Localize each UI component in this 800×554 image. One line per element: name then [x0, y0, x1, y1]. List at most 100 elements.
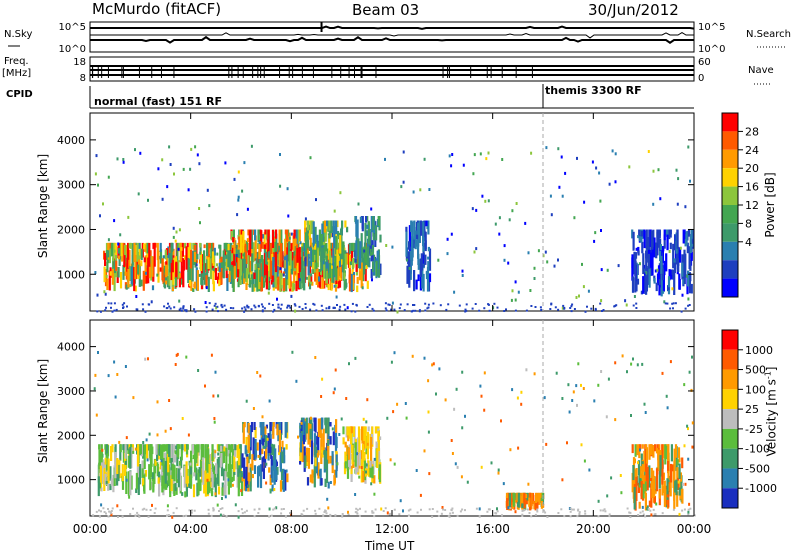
power-echo	[218, 279, 221, 287]
power-echo	[124, 245, 127, 268]
power-echo	[417, 238, 420, 259]
power-echo	[296, 248, 299, 263]
power-echo	[643, 229, 646, 239]
velocity-echo	[164, 460, 167, 484]
power-ground-scatter	[325, 307, 328, 310]
power-scatter-echo	[122, 160, 125, 164]
velocity-ground-scatter	[207, 512, 210, 515]
power-echo	[660, 285, 663, 297]
power-echo	[406, 265, 409, 284]
y-tick-label: 4000	[57, 134, 85, 147]
velocity-scatter-echo	[354, 493, 357, 496]
power-scatter-echo	[656, 268, 659, 272]
velocity-echo	[220, 445, 223, 452]
power-scatter-echo	[593, 239, 596, 243]
power-echo	[645, 229, 648, 250]
velocity-echo	[202, 444, 205, 460]
velocity-ground-scatter	[661, 512, 664, 515]
power-ground-scatter	[220, 303, 223, 306]
velocity-echo	[222, 451, 226, 463]
power-scatter-echo	[450, 164, 453, 168]
velocity-echo	[100, 450, 103, 463]
velocity-ground-scatter	[284, 515, 287, 518]
velocity-echo	[208, 463, 211, 482]
velocity-ground-scatter	[689, 507, 692, 510]
velocity-echo	[306, 454, 309, 466]
power-echo	[202, 265, 205, 277]
power-colorbar-swatch	[722, 168, 738, 187]
power-scatter-echo	[687, 297, 690, 301]
velocity-scatter-echo	[683, 383, 686, 387]
power-scatter-echo	[102, 202, 104, 206]
x-tick-label: 16:00	[475, 522, 510, 536]
velocity-scatter-echo	[456, 465, 459, 469]
power-ground-scatter	[309, 308, 312, 311]
velocity-echo	[369, 460, 372, 473]
velocity-ground-scatter	[218, 510, 220, 512]
velocity-echo	[207, 481, 210, 495]
velocity-echo	[205, 448, 208, 470]
frequency-panel-right-tick-top: 60	[698, 57, 711, 68]
power-ground-scatter	[247, 306, 250, 308]
power-echo	[323, 220, 326, 233]
power-scatter-echo	[481, 194, 484, 198]
power-echo	[286, 229, 289, 242]
power-scatter-echo	[266, 261, 269, 265]
velocity-echo	[335, 436, 338, 449]
velocity-ground-scatter	[306, 507, 309, 510]
power-echo	[682, 229, 685, 244]
power-ground-scatter	[243, 310, 246, 313]
power-echo	[661, 246, 664, 263]
power-echo	[320, 260, 323, 271]
velocity-echo	[170, 455, 173, 476]
velocity-scatter-echo	[386, 511, 389, 515]
velocity-echo	[661, 444, 664, 466]
velocity-ground-scatter	[578, 513, 581, 515]
velocity-ground-scatter	[147, 515, 150, 518]
power-scatter-echo	[205, 286, 208, 290]
power-scatter-echo	[644, 276, 647, 280]
velocity-ground-scatter	[132, 507, 134, 510]
velocity-echo	[98, 444, 101, 470]
velocity-scatter-echo	[169, 427, 172, 431]
power-scatter-echo	[668, 250, 671, 253]
velocity-echo	[110, 478, 113, 486]
power-echo	[316, 267, 319, 285]
power-scatter-echo	[233, 177, 236, 181]
velocity-scatter-echo	[665, 394, 668, 398]
velocity-scatter-echo	[268, 399, 271, 403]
velocity-scatter-echo	[393, 462, 396, 466]
velocity-ground-scatter	[245, 509, 248, 512]
power-echo	[272, 257, 275, 281]
power-echo	[218, 262, 221, 272]
velocity-scatter-echo	[661, 371, 664, 375]
power-echo	[122, 264, 125, 280]
power-echo	[146, 242, 149, 254]
velocity-echo	[272, 459, 275, 471]
velocity-echo	[650, 476, 654, 489]
power-echo	[295, 229, 298, 244]
power-ground-scatter	[244, 308, 247, 311]
power-echo	[191, 260, 194, 282]
velocity-scatter-echo	[561, 397, 564, 400]
power-scatter-echo	[303, 248, 306, 252]
velocity-ground-scatter	[102, 507, 105, 510]
power-scatter-echo	[560, 155, 563, 159]
power-scatter-echo	[237, 170, 240, 174]
velocity-ground-scatter	[526, 508, 529, 511]
power-scatter-echo	[303, 284, 305, 288]
velocity-echo	[127, 448, 130, 454]
power-echo	[263, 242, 266, 250]
power-echo	[199, 259, 202, 268]
velocity-scatter-echo	[688, 370, 691, 374]
velocity-scatter-echo	[145, 438, 148, 442]
power-echo	[372, 261, 375, 272]
power-scatter-echo	[487, 151, 490, 155]
power-echo	[364, 268, 367, 282]
power-scatter-echo	[557, 147, 560, 151]
power-echo	[318, 276, 321, 282]
velocity-scatter-echo	[217, 452, 220, 456]
velocity-echo	[141, 460, 144, 475]
velocity-scatter-echo	[687, 457, 690, 461]
power-scatter-echo	[107, 175, 110, 179]
